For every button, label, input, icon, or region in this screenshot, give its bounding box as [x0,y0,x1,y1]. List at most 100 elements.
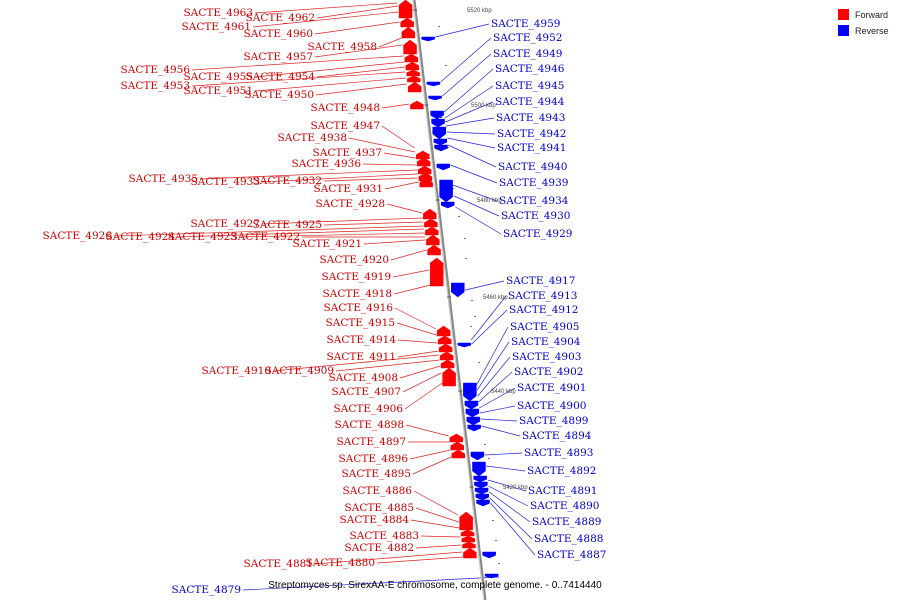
forward-gene-label[interactable]: SACTE_4948 [311,102,380,114]
reverse-gene-label[interactable]: SACTE_4942 [497,128,566,140]
forward-gene-label[interactable]: SACTE_4953 [121,80,190,92]
reverse-gene-label[interactable]: SACTE_4946 [495,63,565,75]
reverse-gene-label[interactable]: SACTE_4934 [499,195,569,207]
forward-gene-label[interactable]: SACTE_4937 [313,147,382,159]
gene-leader-line [415,507,459,523]
reverse-gene-label[interactable]: SACTE_4891 [528,485,597,497]
forward-gene-arrow [426,234,440,246]
reverse-gene-arrow [484,573,499,579]
forward-gene-label[interactable]: SACTE_4935 [129,173,198,185]
reverse-gene-label[interactable]: SACTE_4903 [512,351,581,363]
forward-gene-label[interactable]: SACTE_4914 [327,334,397,346]
forward-gene-label[interactable]: SACTE_4883 [350,530,419,542]
reverse-gene-label[interactable]: SACTE_4889 [532,516,601,528]
forward-gene-label[interactable]: SACTE_4932 [253,175,322,187]
forward-gene-label[interactable]: SACTE_4962 [246,12,315,24]
reverse-gene-label[interactable]: SACTE_4890 [530,500,599,512]
forward-gene-label[interactable]: SACTE_4925 [253,219,322,231]
forward-gene-label[interactable]: SACTE_4916 [324,302,394,314]
reverse-gene-label[interactable]: SACTE_4943 [496,112,565,124]
forward-gene-label[interactable]: SACTE_4919 [322,271,391,283]
reverse-gene-label[interactable]: SACTE_4888 [534,533,603,545]
gene-leader-line [252,11,399,28]
forward-gene-label[interactable]: SACTE_4960 [244,28,313,40]
forward-gene-label[interactable]: SACTE_4896 [339,453,409,465]
reverse-gene-label[interactable]: SACTE_4949 [493,48,562,60]
reverse-gene-label[interactable]: SACTE_4913 [508,290,577,302]
reverse-gene-label[interactable]: SACTE_4899 [519,415,588,427]
forward-gene-label[interactable]: SACTE_4881 [244,558,313,570]
reverse-gene-label[interactable]: SACTE_4887 [537,549,606,561]
forward-gene-label[interactable]: SACTE_4882 [345,542,414,554]
forward-gene-label[interactable]: SACTE_4947 [311,120,380,132]
forward-gene-label[interactable]: SACTE_4920 [320,254,389,266]
forward-gene-label[interactable]: SACTE_4895 [342,468,411,480]
forward-gene-label[interactable]: SACTE_4938 [278,132,347,144]
forward-gene-label[interactable]: SACTE_4926 [43,230,113,242]
forward-gene-label[interactable]: SACTE_4955 [184,71,253,83]
reverse-gene-label[interactable]: SACTE_4940 [498,161,567,173]
reverse-gene-label[interactable]: SACTE_4892 [527,465,596,477]
forward-gene-label[interactable]: SACTE_4918 [323,288,392,300]
reverse-gene-label[interactable]: SACTE_4930 [501,210,570,222]
forward-gene-label[interactable]: SACTE_4963 [184,7,253,19]
reverse-gene-label[interactable]: SACTE_4894 [522,430,592,442]
reverse-gene-label[interactable]: SACTE_4879 [172,584,241,596]
gene-leader-line [489,497,533,540]
reverse-gene-label[interactable]: SACTE_4959 [491,18,560,30]
forward-gene-label[interactable]: SACTE_4898 [335,419,404,431]
reverse-gene-label[interactable]: SACTE_4902 [514,366,583,378]
forward-gene-label[interactable]: SACTE_4950 [245,89,314,101]
forward-gene-label[interactable]: SACTE_4910 [202,365,271,377]
forward-gene-label[interactable]: SACTE_4911 [327,351,396,363]
forward-gene-label[interactable]: SACTE_4897 [337,436,406,448]
reverse-gene-label[interactable]: SACTE_4912 [509,304,578,316]
reverse-gene-label[interactable]: SACTE_4939 [499,177,568,189]
reverse-gene-label[interactable]: SACTE_4904 [511,336,581,348]
forward-gene-label[interactable]: SACTE_4915 [326,317,395,329]
forward-gene-label[interactable]: SACTE_4906 [334,403,404,415]
forward-gene-label[interactable]: SACTE_4956 [121,64,191,76]
forward-gene-label[interactable]: SACTE_4909 [265,365,334,377]
forward-gene-label[interactable]: SACTE_4954 [246,71,316,83]
forward-gene-arrow [442,367,456,387]
locus-marker [465,258,467,259]
forward-gene-label[interactable]: SACTE_4908 [329,372,398,384]
forward-gene-label[interactable]: SACTE_4928 [316,198,385,210]
gene-leader-line [409,449,451,460]
reverse-gene-label[interactable]: SACTE_4905 [510,321,579,333]
reverse-gene-label[interactable]: SACTE_4944 [495,96,565,108]
forward-gene-label[interactable]: SACTE_4921 [293,238,362,250]
forward-gene-label[interactable]: SACTE_4961 [182,21,251,33]
forward-gene-label[interactable]: SACTE_4931 [314,183,383,195]
forward-gene-label[interactable]: SACTE_4951 [184,85,253,97]
forward-gene-label[interactable]: SACTE_4907 [332,386,401,398]
forward-gene-label[interactable]: SACTE_4936 [292,158,362,170]
gene-leader-line [478,371,513,403]
forward-gene-label[interactable]: SACTE_4886 [343,485,413,497]
reverse-gene-label[interactable]: SACTE_4941 [497,142,566,154]
gene-leader-line [396,322,437,336]
forward-gene-label[interactable]: SACTE_4923 [168,231,237,243]
locus-marker [445,65,447,66]
forward-gene-label[interactable]: SACTE_4884 [340,514,410,526]
forward-gene-label[interactable]: SACTE_4958 [308,41,377,53]
locus-marker [470,326,472,327]
reverse-gene-label[interactable]: SACTE_4893 [524,447,593,459]
forward-gene-label[interactable]: SACTE_4933 [191,176,260,188]
forward-gene-label[interactable]: SACTE_4922 [231,231,300,243]
reverse-gene-label[interactable]: SACTE_4945 [495,80,564,92]
reverse-gene-arrow [430,110,444,120]
forward-gene-label[interactable]: SACTE_4924 [106,231,176,243]
reverse-gene-label[interactable]: SACTE_4901 [517,382,586,394]
forward-gene-label[interactable]: SACTE_4880 [306,557,375,569]
reverse-gene-label[interactable]: SACTE_4929 [503,228,572,240]
forward-gene-label[interactable]: SACTE_4927 [191,218,260,230]
forward-gene-label[interactable]: SACTE_4885 [345,502,414,514]
reverse-gene-label[interactable]: SACTE_4917 [506,275,575,287]
reverse-gene-label[interactable]: SACTE_4900 [517,400,586,412]
gene-leader-line [476,341,510,391]
reverse-gene-label[interactable]: SACTE_4952 [493,32,562,44]
forward-gene-label[interactable]: SACTE_4957 [244,51,313,63]
